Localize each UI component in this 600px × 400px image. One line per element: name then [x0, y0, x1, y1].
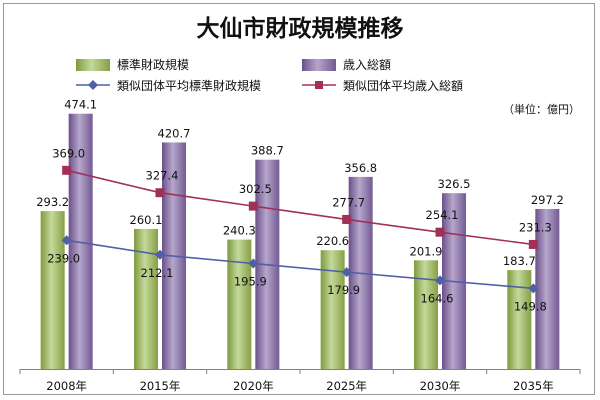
legend-label-total-revenue: 歳入総額 [343, 58, 391, 72]
bar-value-label: 474.1 [64, 98, 97, 112]
legend-marker-square [315, 81, 323, 89]
chart-svg: 大仙市財政規模推移 標準財政規模 歳入総額 類似団体平均標準財政規模 類似団体平… [19, 15, 581, 393]
line-value-label: 164.6 [421, 291, 454, 305]
line-value-label: 254.1 [426, 208, 459, 222]
bar-value-label: 388.7 [251, 144, 284, 158]
chart-frame: 大仙市財政規模推移 標準財政規模 歳入総額 類似団体平均標準財政規模 類似団体平… [3, 3, 595, 395]
x-tick-label: 2035年 [513, 379, 554, 393]
bar-value-label: 297.2 [531, 193, 564, 207]
line-marker-diamond [155, 249, 165, 260]
bar-value-label: 183.7 [503, 254, 536, 268]
line-value-label: 179.9 [327, 283, 360, 297]
line-value-label: 239.0 [47, 251, 80, 265]
legend-swatch-total-revenue [302, 59, 336, 71]
legend-label-similar-total-revenue: 類似団体平均歳入総額 [343, 79, 463, 93]
unit-label: （単位：億円） [503, 102, 580, 116]
bar-standard-scale [414, 260, 438, 369]
line-marker-square [155, 188, 165, 198]
line-value-label: 277.7 [332, 195, 365, 209]
x-tick-label: 2025年 [326, 379, 367, 393]
line-marker-diamond [248, 258, 259, 269]
line-marker-square [62, 165, 72, 175]
line-marker-square [435, 227, 445, 237]
line-marker-square [248, 201, 258, 211]
line-value-label: 231.3 [519, 220, 552, 234]
bar-total-revenue [535, 208, 560, 369]
legend: 標準財政規模 歳入総額 類似団体平均標準財政規模 類似団体平均歳入総額 [76, 57, 463, 93]
chart-title: 大仙市財政規模推移 [197, 15, 404, 42]
line-marker-square [342, 214, 352, 224]
line-value-label: 327.4 [146, 169, 179, 183]
line-value-label: 195.9 [234, 275, 267, 289]
legend-swatch-standard-scale [76, 59, 110, 71]
x-tick-label: 2015年 [140, 379, 181, 393]
line-value-label: 212.1 [141, 266, 174, 280]
legend-label-similar-standard-scale: 類似団体平均標準財政規模 [117, 78, 261, 93]
line-value-label: 302.5 [239, 182, 272, 196]
bar-value-label: 240.3 [223, 224, 256, 238]
bar-value-label: 293.2 [36, 195, 69, 209]
bar-value-label: 326.5 [438, 177, 471, 191]
line-marker-diamond [528, 283, 539, 294]
bar-value-label: 220.6 [316, 234, 349, 248]
x-tick-label: 2020年 [233, 379, 274, 393]
legend-label-standard-scale: 標準財政規模 [117, 57, 189, 72]
line-value-label: 149.8 [514, 299, 547, 313]
line-marker-diamond [435, 275, 445, 286]
bar-value-label: 420.7 [158, 126, 191, 140]
bar-standard-scale [320, 250, 345, 369]
line-marker-diamond [341, 267, 352, 278]
line-value-label: 369.0 [52, 146, 85, 160]
plot-area: 293.2 260.1 240.3 220.6 201.9 183.7 474.1 420.7… [19, 98, 581, 393]
line-marker-square [528, 239, 538, 249]
bar-value-label: 356.8 [344, 161, 377, 175]
bar-standard-scale [40, 211, 65, 369]
line-similar-standard-scale [66, 239, 534, 290]
bar-standard-scale [227, 239, 252, 369]
legend-marker-diamond [88, 80, 98, 90]
bar-standard-scale [507, 270, 532, 369]
bar-standard-scale [134, 228, 158, 369]
x-tick-label: 2008年 [46, 379, 87, 393]
x-tick-label: 2030年 [420, 379, 461, 393]
bar-value-label: 260.1 [130, 213, 163, 227]
line-similar-total-revenue [66, 169, 534, 246]
bar-value-label: 201.9 [410, 244, 443, 258]
